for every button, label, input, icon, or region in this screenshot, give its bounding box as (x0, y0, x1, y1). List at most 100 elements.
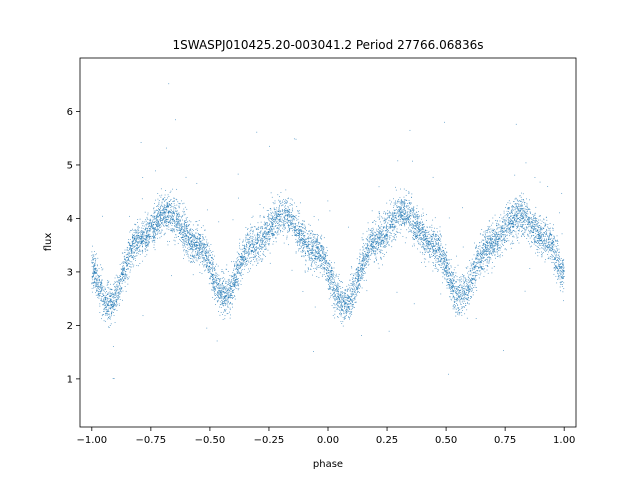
data-point (387, 213, 388, 215)
data-point (363, 260, 365, 262)
data-point (553, 251, 554, 252)
data-point (430, 235, 432, 237)
data-point (493, 266, 495, 267)
data-point (108, 298, 110, 299)
data-point (124, 259, 126, 260)
data-point (371, 234, 373, 236)
data-point (469, 298, 471, 299)
data-point (439, 257, 441, 258)
data-point (409, 202, 410, 204)
data-point (370, 245, 372, 247)
data-point (133, 251, 135, 253)
data-point (246, 253, 248, 254)
data-point (108, 306, 110, 308)
data-point (456, 298, 458, 300)
data-point (554, 267, 556, 268)
data-point (216, 297, 218, 298)
data-point (340, 305, 342, 306)
data-point (476, 251, 478, 253)
data-point (186, 236, 188, 238)
data-point (93, 271, 95, 273)
data-point (212, 261, 214, 263)
data-point (156, 221, 158, 223)
data-point (92, 255, 94, 257)
data-point (454, 283, 456, 284)
data-point (248, 268, 249, 270)
data-point (203, 261, 205, 263)
data-point (241, 255, 243, 257)
data-point (328, 263, 330, 264)
data-point (439, 264, 441, 266)
data-point (133, 240, 135, 242)
data-point (264, 233, 265, 234)
data-point (560, 267, 561, 269)
data-point (457, 313, 458, 315)
data-point (390, 234, 392, 236)
data-point (498, 236, 500, 238)
data-point (186, 238, 188, 240)
data-point (482, 247, 484, 248)
data-point (271, 196, 273, 198)
data-point (371, 252, 372, 254)
data-point (521, 208, 523, 210)
data-point (360, 286, 361, 288)
data-point (514, 209, 516, 211)
data-point (329, 289, 331, 290)
data-point (300, 226, 302, 227)
data-point (220, 284, 222, 286)
data-point (276, 217, 278, 219)
data-point (386, 227, 387, 229)
data-point (183, 202, 185, 204)
data-point (549, 244, 551, 246)
data-point (326, 278, 328, 280)
data-point (451, 286, 453, 287)
data-point (470, 265, 472, 267)
data-point (523, 231, 525, 233)
data-point (506, 231, 507, 233)
data-point (494, 243, 496, 245)
data-point (175, 207, 176, 209)
data-point (118, 292, 120, 293)
data-point (547, 247, 549, 248)
data-point (135, 232, 137, 234)
data-point (554, 258, 556, 260)
data-point (302, 248, 304, 250)
data-point (142, 241, 143, 243)
data-point (380, 230, 381, 232)
data-point (210, 267, 212, 268)
data-point (451, 290, 453, 292)
data-point (346, 306, 348, 308)
data-point (301, 242, 303, 244)
data-point (221, 293, 223, 295)
data-point (559, 268, 560, 269)
data-point (287, 215, 289, 217)
data-point (554, 250, 556, 252)
data-point (212, 266, 214, 268)
data-point (175, 216, 177, 218)
data-point (228, 297, 229, 299)
data-point (272, 219, 274, 221)
data-point (280, 192, 282, 193)
data-point (453, 269, 455, 271)
data-point (440, 266, 442, 268)
data-point (396, 228, 398, 230)
data-point (400, 202, 402, 204)
data-point (529, 209, 531, 210)
data-point (117, 287, 119, 289)
data-point (130, 250, 132, 252)
data-point (254, 241, 256, 243)
data-point (290, 219, 292, 221)
data-point (180, 223, 182, 224)
data-point (151, 224, 153, 226)
data-point (385, 245, 387, 247)
data-point (417, 216, 419, 218)
data-point (316, 276, 318, 277)
data-point (385, 230, 387, 232)
data-point (454, 306, 455, 308)
data-point (524, 224, 526, 225)
data-point (445, 260, 447, 262)
data-point (269, 232, 271, 234)
data-point (252, 250, 253, 252)
data-point (544, 245, 546, 247)
data-point (212, 276, 214, 278)
